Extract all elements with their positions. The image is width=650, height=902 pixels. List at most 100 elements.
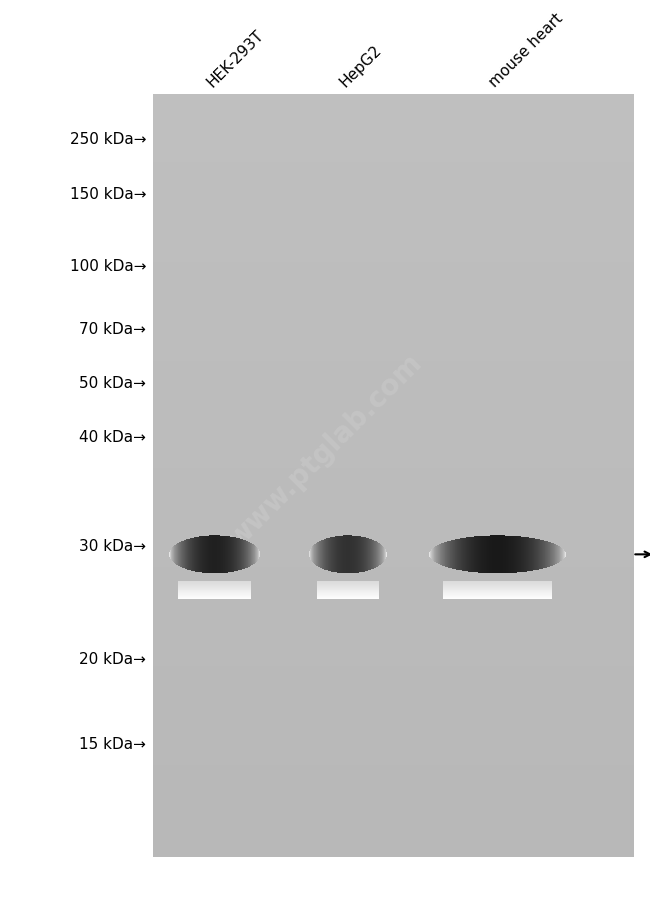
Bar bbox=[178, 581, 251, 583]
Bar bbox=[153, 369, 634, 377]
Bar bbox=[317, 594, 379, 596]
Bar bbox=[153, 766, 634, 773]
Text: 50 kDa→: 50 kDa→ bbox=[79, 376, 146, 391]
Bar bbox=[153, 750, 634, 758]
Bar bbox=[153, 338, 634, 346]
Bar bbox=[153, 628, 634, 636]
Bar bbox=[178, 587, 251, 589]
Bar bbox=[153, 643, 634, 651]
Bar bbox=[443, 585, 552, 587]
Bar bbox=[153, 148, 634, 156]
Bar bbox=[317, 593, 379, 594]
Bar bbox=[443, 597, 552, 599]
Bar bbox=[153, 171, 634, 179]
Bar bbox=[153, 133, 634, 141]
Bar bbox=[153, 720, 634, 727]
Bar bbox=[153, 567, 634, 575]
Bar bbox=[178, 584, 251, 585]
Bar bbox=[153, 179, 634, 186]
Bar bbox=[153, 819, 634, 826]
Bar bbox=[153, 636, 634, 643]
Bar bbox=[153, 117, 634, 125]
Bar bbox=[153, 95, 634, 102]
Bar bbox=[153, 773, 634, 780]
Bar bbox=[317, 585, 379, 587]
Bar bbox=[153, 377, 634, 384]
Bar bbox=[153, 392, 634, 400]
Bar bbox=[178, 585, 251, 587]
Bar bbox=[317, 583, 379, 584]
Bar bbox=[178, 593, 251, 594]
Bar bbox=[153, 712, 634, 720]
Bar bbox=[153, 324, 634, 331]
Bar bbox=[443, 591, 552, 593]
Bar bbox=[153, 293, 634, 300]
Bar bbox=[178, 592, 251, 594]
Bar bbox=[443, 588, 552, 590]
Bar bbox=[153, 209, 634, 216]
Bar bbox=[153, 704, 634, 712]
Bar bbox=[317, 587, 379, 589]
Bar bbox=[153, 788, 634, 796]
Bar bbox=[153, 308, 634, 316]
Bar bbox=[153, 552, 634, 559]
Bar bbox=[153, 514, 634, 521]
Bar bbox=[178, 595, 251, 597]
Bar bbox=[153, 468, 634, 476]
Bar bbox=[153, 461, 634, 468]
Bar bbox=[153, 499, 634, 506]
Bar bbox=[178, 596, 251, 598]
Text: mouse heart: mouse heart bbox=[487, 11, 566, 90]
Bar bbox=[153, 537, 634, 545]
Text: 40 kDa→: 40 kDa→ bbox=[79, 430, 146, 445]
Bar bbox=[153, 545, 634, 552]
Bar bbox=[317, 582, 379, 584]
Bar bbox=[317, 598, 379, 600]
Bar bbox=[153, 476, 634, 483]
Bar bbox=[153, 437, 634, 446]
Bar bbox=[153, 758, 634, 766]
Bar bbox=[443, 595, 552, 597]
Bar bbox=[153, 529, 634, 537]
Bar bbox=[178, 594, 251, 595]
Bar bbox=[443, 583, 552, 584]
Bar bbox=[153, 667, 634, 674]
Bar bbox=[178, 590, 251, 592]
Bar bbox=[153, 598, 634, 605]
Bar bbox=[443, 594, 552, 596]
Bar bbox=[153, 362, 634, 369]
Text: 150 kDa→: 150 kDa→ bbox=[70, 187, 146, 201]
Bar bbox=[443, 584, 552, 586]
Bar bbox=[153, 575, 634, 583]
Bar bbox=[153, 95, 634, 857]
Bar bbox=[153, 658, 634, 667]
Bar bbox=[317, 591, 379, 593]
Bar bbox=[153, 811, 634, 819]
Bar bbox=[317, 589, 379, 591]
Bar bbox=[153, 430, 634, 437]
Bar bbox=[153, 735, 634, 742]
Bar bbox=[178, 583, 251, 584]
Bar bbox=[178, 591, 251, 593]
Text: 100 kDa→: 100 kDa→ bbox=[70, 259, 146, 273]
Bar bbox=[443, 586, 552, 588]
Bar bbox=[153, 186, 634, 194]
Bar bbox=[443, 581, 552, 583]
Bar bbox=[153, 590, 634, 598]
Bar bbox=[153, 796, 634, 804]
Bar bbox=[178, 586, 251, 588]
Bar bbox=[153, 125, 634, 133]
Bar bbox=[153, 605, 634, 613]
Bar bbox=[153, 483, 634, 491]
Text: 20 kDa→: 20 kDa→ bbox=[79, 651, 146, 666]
Bar bbox=[443, 598, 552, 600]
Bar bbox=[317, 595, 379, 597]
Bar bbox=[153, 407, 634, 415]
Bar bbox=[443, 589, 552, 591]
Text: 250 kDa→: 250 kDa→ bbox=[70, 133, 146, 147]
Bar bbox=[153, 240, 634, 247]
Bar bbox=[153, 422, 634, 430]
Bar bbox=[153, 727, 634, 735]
Bar bbox=[178, 594, 251, 596]
Bar bbox=[153, 225, 634, 232]
